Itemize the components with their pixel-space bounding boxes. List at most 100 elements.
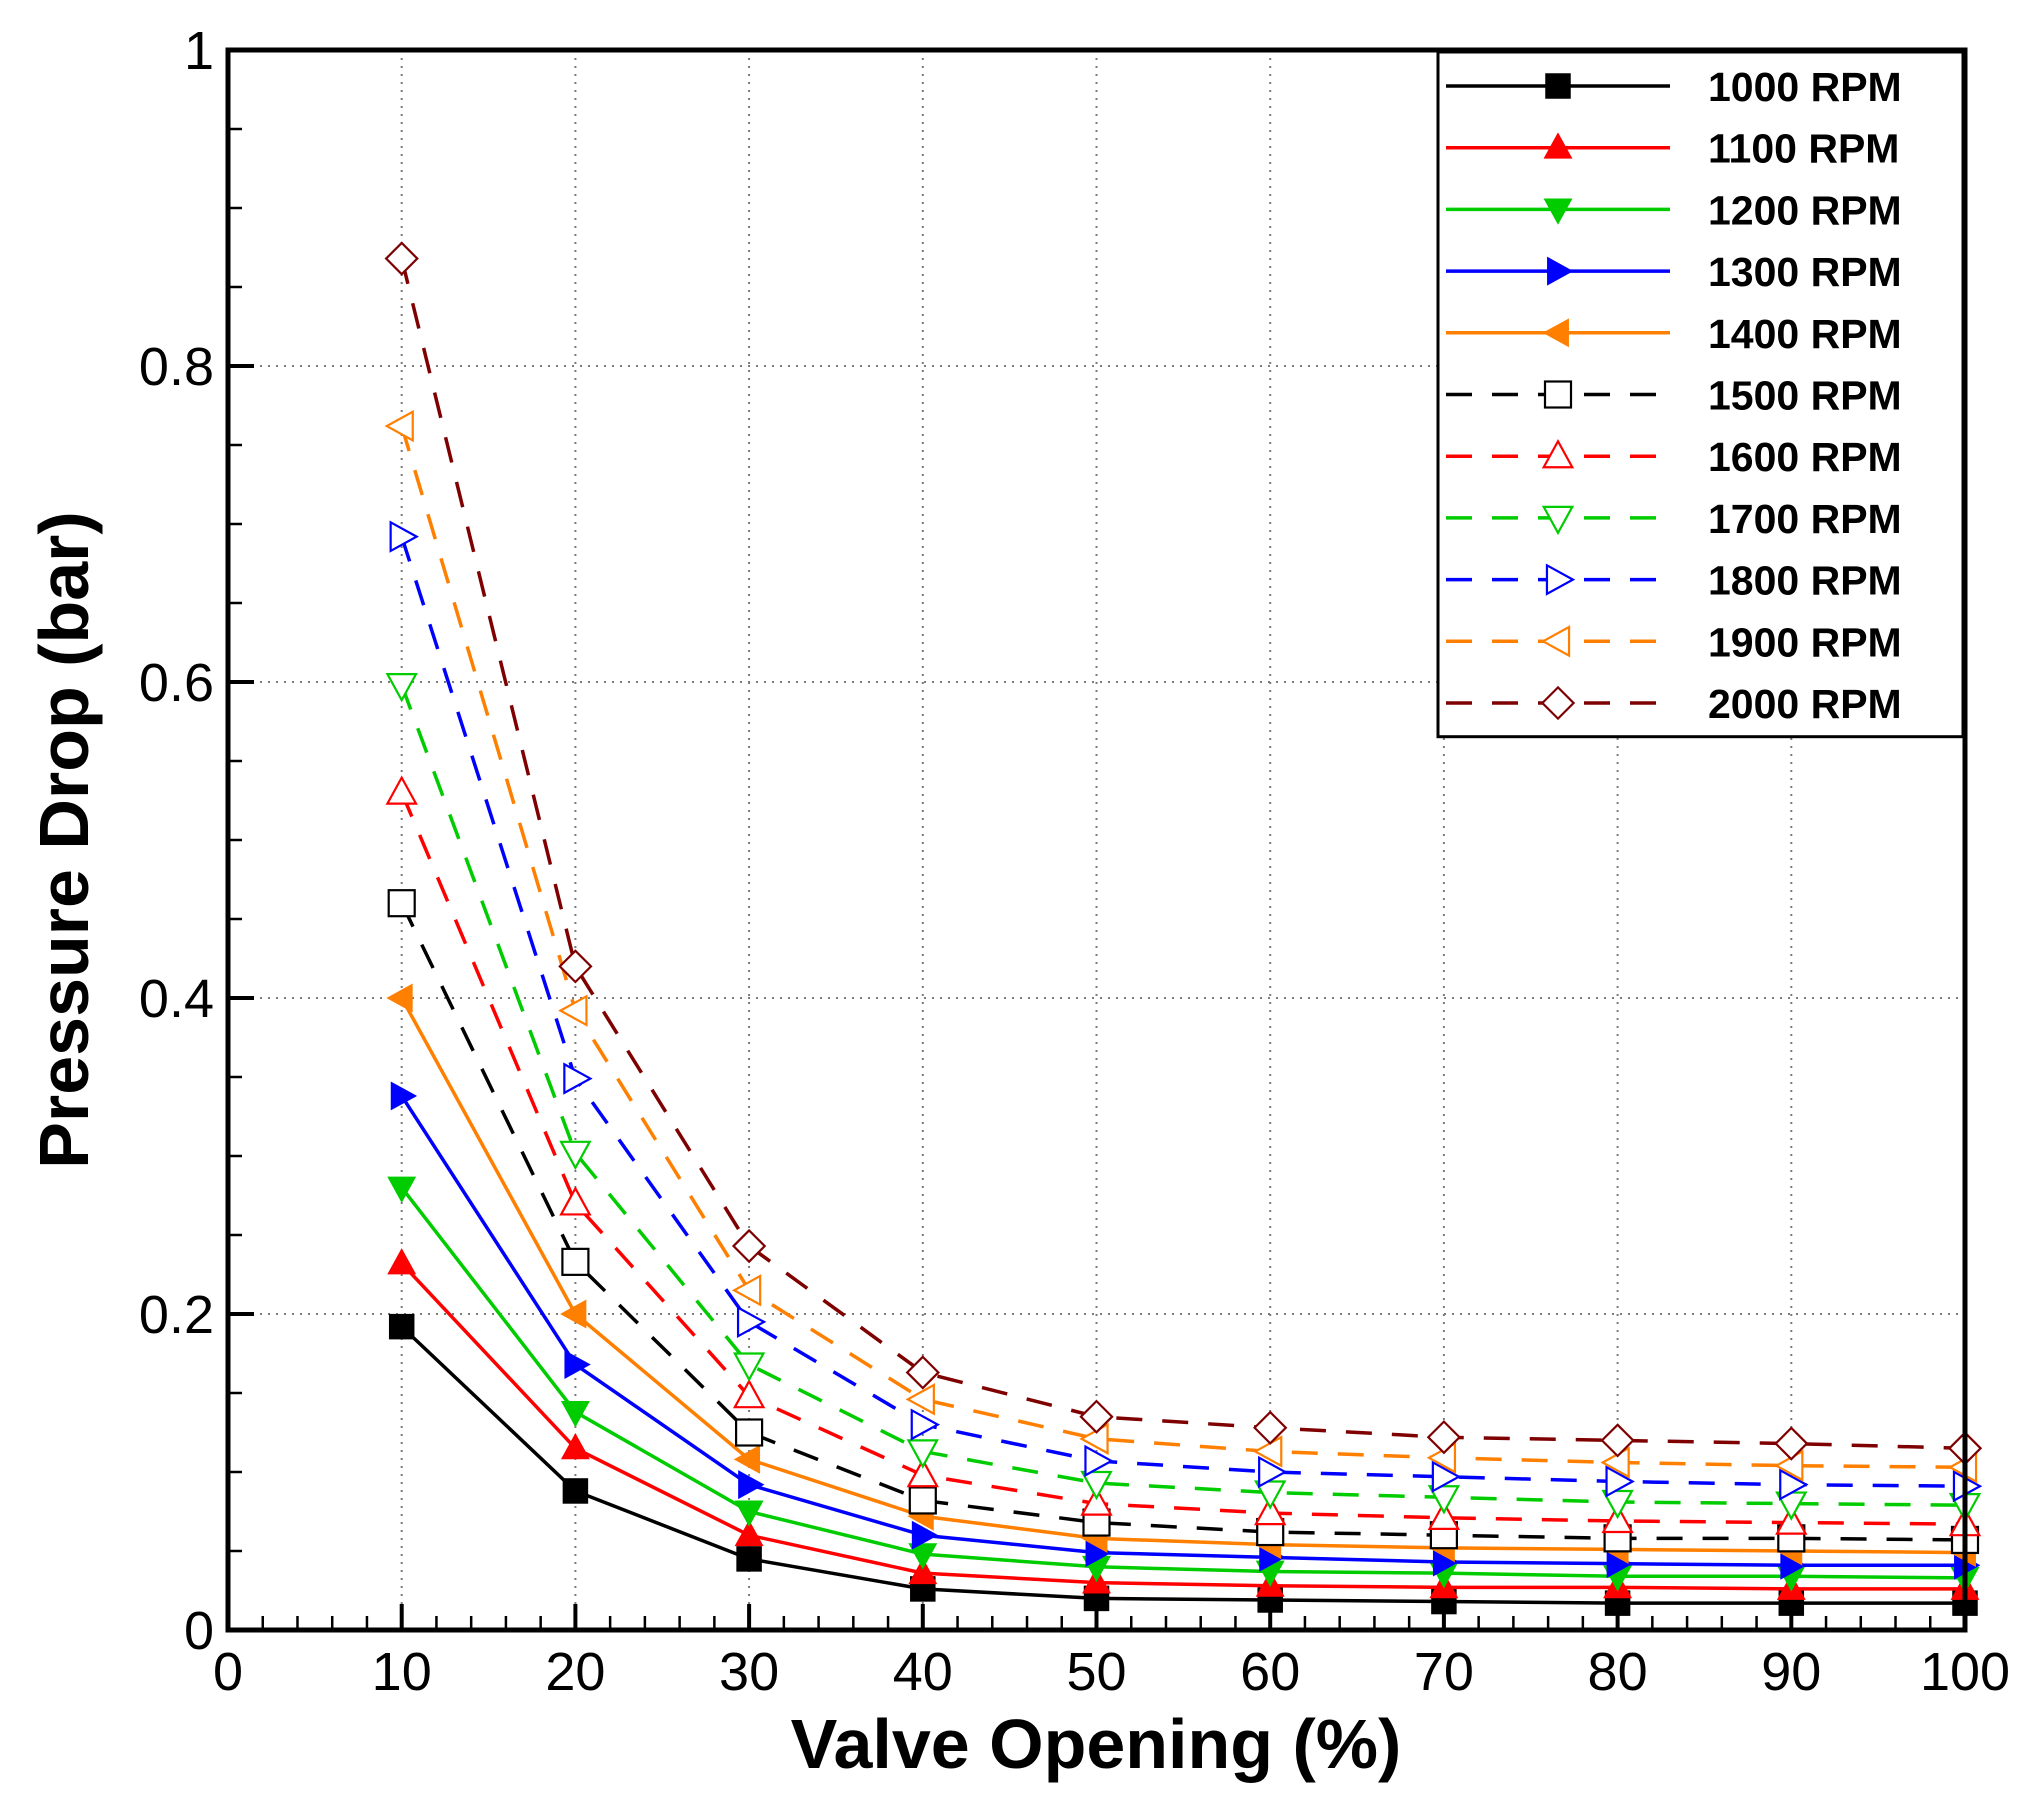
y-tick-label: 0.6 <box>139 653 214 713</box>
data-point <box>1774 1426 1809 1461</box>
x-tick-label: 30 <box>719 1642 779 1702</box>
legend-label: 1100 RPM <box>1708 126 1899 172</box>
x-tick-label: 90 <box>1761 1642 1821 1702</box>
data-point <box>1605 1465 1635 1498</box>
data-point <box>560 1401 590 1428</box>
data-point <box>385 673 418 703</box>
legend-item: 1300 RPM <box>1446 249 1902 295</box>
data-point <box>387 1176 417 1203</box>
data-point <box>906 1439 939 1469</box>
series-1700-rpm <box>385 673 1982 1523</box>
data-point <box>1779 1468 1809 1501</box>
legend-item: 1600 RPM <box>1446 434 1902 480</box>
data-point <box>734 1500 764 1527</box>
data-point <box>562 1478 589 1504</box>
series-line <box>400 902 1966 1542</box>
x-tick-label: 50 <box>1066 1642 1126 1702</box>
data-point <box>560 1432 590 1460</box>
data-point <box>906 1457 939 1488</box>
data-point <box>559 1140 592 1171</box>
data-point <box>734 1519 764 1547</box>
legend-marker <box>1543 380 1573 409</box>
data-point <box>389 520 419 553</box>
x-tick-label: 10 <box>372 1642 432 1702</box>
x-tick-label: 60 <box>1240 1642 1300 1702</box>
data-point <box>1080 1486 1113 1516</box>
data-point <box>908 1557 938 1585</box>
data-point <box>386 983 413 1013</box>
data-point <box>559 1186 592 1216</box>
y-tick-label: 0.8 <box>139 337 214 397</box>
ticks: 0 10 20 30 40 50 60 70 80 90 100 0 0.2 0.4 0.6 0.8 1 <box>139 21 2010 1702</box>
data-point <box>560 1299 587 1329</box>
series-1800-rpm <box>389 520 1983 1503</box>
series-line <box>400 791 1966 1526</box>
data-point <box>1084 1444 1114 1478</box>
data-point <box>1254 1480 1287 1510</box>
legend-item: 1500 RPM <box>1446 373 1902 419</box>
data-point <box>1254 1495 1287 1526</box>
data-point <box>384 241 419 276</box>
data-point <box>908 1486 937 1515</box>
data-point <box>1080 1470 1113 1501</box>
data-point <box>732 1378 766 1409</box>
legend-marker <box>1547 256 1574 286</box>
x-tick-label: 70 <box>1414 1642 1474 1702</box>
data-point <box>390 1081 418 1111</box>
series-layer <box>384 241 1983 1616</box>
legend-item: 1900 RPM <box>1446 619 1902 665</box>
data-point <box>910 1408 941 1441</box>
series-line <box>400 1262 1965 1591</box>
legend-label: 1000 RPM <box>1708 64 1902 110</box>
legend-marker <box>1540 685 1576 721</box>
y-tick-label: 0.2 <box>139 1285 214 1345</box>
series-1100-rpm <box>387 1248 1980 1600</box>
x-tick-label: 80 <box>1588 1642 1648 1702</box>
x-tick-label: 20 <box>545 1642 605 1702</box>
data-point <box>736 1546 762 1572</box>
data-point <box>1253 1410 1288 1445</box>
legend-marker <box>1543 198 1573 225</box>
data-point <box>1427 1500 1461 1530</box>
data-point <box>1601 1489 1634 1520</box>
legend-marker <box>1543 132 1573 159</box>
data-point <box>731 1228 767 1264</box>
data-point <box>732 1352 766 1382</box>
data-point <box>731 1274 762 1307</box>
legend-item: 2000 RPM <box>1446 681 1902 727</box>
data-point <box>384 409 414 443</box>
data-point <box>1431 1460 1462 1493</box>
data-point <box>908 1543 938 1570</box>
data-point <box>1427 1485 1461 1515</box>
data-point <box>561 1247 590 1276</box>
data-point <box>387 1248 417 1275</box>
legend: 1000 RPM 1100 RPM 1200 RPM 1300 RPM 1400 RPM… <box>1436 50 1965 739</box>
data-point <box>905 1383 935 1416</box>
y-axis-title: Pressure Drop (bar) <box>25 511 103 1168</box>
series-line <box>400 1325 1965 1605</box>
data-point <box>734 1418 764 1447</box>
legend-item: 1800 RPM <box>1446 558 1902 604</box>
series-1500-rpm <box>387 889 1980 1555</box>
legend-label: 1800 RPM <box>1708 558 1902 604</box>
series-2000-rpm <box>384 241 1983 1466</box>
legend-marker <box>1545 563 1576 596</box>
data-point <box>564 1350 591 1380</box>
legend-item: 1200 RPM <box>1446 187 1902 233</box>
legend-label: 1300 RPM <box>1708 249 1902 295</box>
data-point <box>1426 1420 1462 1455</box>
legend-label: 1900 RPM <box>1708 619 1902 665</box>
legend-marker <box>1540 625 1571 658</box>
y-tick-label: 0 <box>184 1601 214 1661</box>
legend-box <box>1436 50 1965 739</box>
series-line <box>400 258 1966 1451</box>
data-point <box>905 1355 940 1390</box>
legend-marker <box>1542 318 1569 348</box>
legend-label: 1600 RPM <box>1708 434 1902 480</box>
data-point <box>738 1470 765 1500</box>
data-point <box>1252 1435 1283 1468</box>
legend-marker <box>1541 505 1575 536</box>
legend-marker <box>1541 438 1575 469</box>
data-point <box>558 994 588 1027</box>
data-point <box>558 949 593 984</box>
